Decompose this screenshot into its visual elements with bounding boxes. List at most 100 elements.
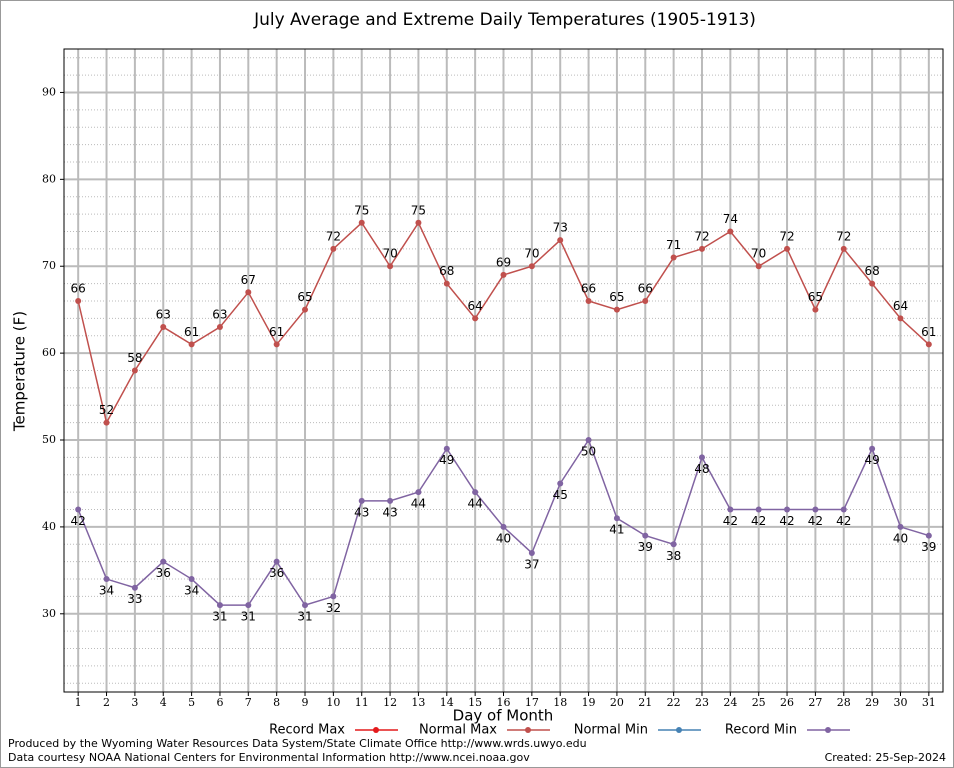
data-label: 65 (609, 290, 624, 304)
legend-label: Record Max (269, 723, 345, 738)
data-label: 65 (297, 290, 312, 304)
data-label: 68 (439, 264, 454, 278)
x-tick-label: 24 (723, 696, 737, 709)
point (840, 506, 847, 513)
data-label: 69 (496, 255, 511, 269)
point (670, 541, 677, 548)
x-tick-label: 20 (610, 696, 624, 709)
point (472, 315, 479, 322)
data-label: 31 (241, 610, 256, 624)
point (613, 306, 620, 313)
data-label: 40 (496, 531, 511, 545)
footer-date: Created: 25-Sep-2024 (825, 751, 946, 764)
point (330, 245, 337, 252)
point (302, 306, 309, 313)
data-label: 45 (553, 488, 568, 502)
legend-label: Record Min (725, 723, 797, 738)
x-tick-label: 5 (188, 696, 195, 709)
data-label: 75 (411, 203, 426, 217)
point (443, 280, 450, 287)
point (557, 237, 564, 244)
x-tick-label: 9 (302, 696, 309, 709)
data-label: 41 (609, 523, 624, 537)
x-tick-label: 15 (468, 696, 482, 709)
data-label: 72 (836, 229, 851, 243)
data-label: 72 (779, 229, 794, 243)
point (358, 497, 365, 504)
x-tick-label: 7 (245, 696, 252, 709)
y-tick-label: 40 (42, 520, 56, 533)
point (302, 602, 309, 609)
data-label: 34 (184, 584, 199, 598)
data-label: 43 (354, 505, 369, 519)
data-label: 42 (751, 514, 766, 528)
point (500, 271, 507, 278)
point (443, 445, 450, 452)
data-label: 31 (297, 610, 312, 624)
data-label: 63 (156, 308, 171, 322)
x-tick-label: 1 (75, 696, 82, 709)
data-label: 68 (864, 264, 879, 278)
legend-label: Normal Min (574, 723, 648, 738)
y-tick-label: 90 (42, 85, 56, 98)
data-label: 42 (836, 514, 851, 528)
data-label: 33 (127, 592, 142, 606)
point (869, 445, 876, 452)
x-tick-label: 30 (893, 696, 907, 709)
point (698, 454, 705, 461)
data-label: 74 (723, 212, 738, 226)
point (585, 437, 592, 444)
x-tick-label: 3 (131, 696, 138, 709)
data-label: 61 (921, 325, 936, 339)
x-tick-label: 26 (780, 696, 794, 709)
point (75, 297, 82, 304)
x-tick-label: 22 (667, 696, 681, 709)
footer-line: Produced by the Wyoming Water Resources … (8, 737, 587, 750)
data-label: 70 (751, 247, 766, 261)
legend-marker (676, 727, 682, 733)
point (131, 367, 138, 374)
point (897, 523, 904, 530)
data-label: 61 (269, 325, 284, 339)
data-label: 67 (241, 273, 256, 287)
y-tick-label: 50 (42, 433, 56, 446)
y-tick-label: 80 (42, 172, 56, 185)
point (387, 497, 394, 504)
data-label: 42 (723, 514, 738, 528)
chart-title: July Average and Extreme Daily Temperatu… (253, 10, 756, 30)
point (925, 532, 932, 539)
point (188, 576, 195, 583)
data-label: 66 (71, 281, 86, 295)
x-tick-label: 8 (273, 696, 280, 709)
point (330, 593, 337, 600)
point (784, 245, 791, 252)
point (472, 489, 479, 496)
data-label: 58 (127, 351, 142, 365)
data-label: 49 (439, 453, 454, 467)
data-label: 49 (864, 453, 879, 467)
data-label: 37 (524, 557, 539, 571)
data-label: 66 (581, 281, 596, 295)
data-label: 44 (411, 497, 426, 511)
point (387, 263, 394, 270)
point (755, 263, 762, 270)
point (698, 245, 705, 252)
data-label: 70 (382, 247, 397, 261)
plot-border (63, 48, 944, 693)
y-tick-label: 30 (42, 607, 56, 620)
legend-marker (825, 727, 831, 733)
data-label: 36 (156, 566, 171, 580)
data-label: 66 (638, 281, 653, 295)
data-label: 39 (638, 540, 653, 554)
x-tick-label: 14 (440, 696, 454, 709)
point (897, 315, 904, 322)
y-tick-label: 70 (42, 259, 56, 272)
data-label: 52 (99, 403, 114, 417)
point (528, 549, 535, 556)
point (925, 341, 932, 348)
data-label: 42 (779, 514, 794, 528)
data-label: 42 (71, 514, 86, 528)
point (75, 506, 82, 513)
